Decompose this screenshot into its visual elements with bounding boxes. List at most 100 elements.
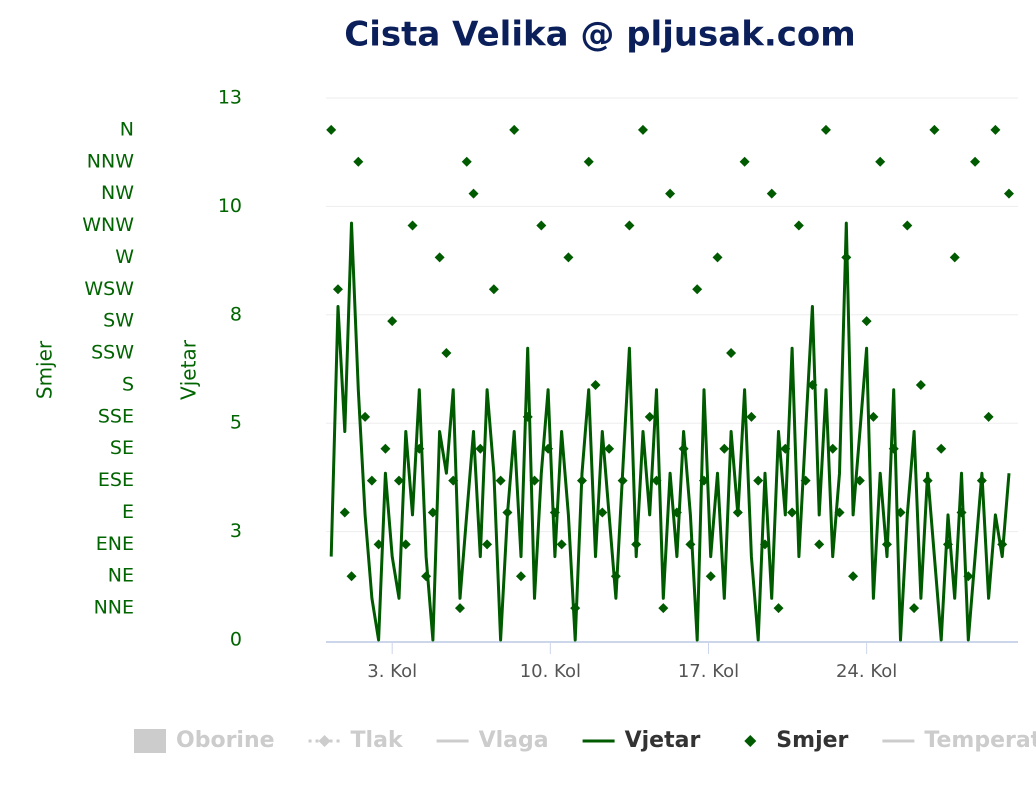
direction-marker xyxy=(454,603,465,614)
direction-marker xyxy=(637,124,648,135)
direction-marker xyxy=(963,571,974,582)
direction-marker xyxy=(509,124,520,135)
direction-marker xyxy=(936,443,947,454)
direction-marker xyxy=(570,603,581,614)
direction-marker xyxy=(461,156,472,167)
direction-marker xyxy=(441,348,452,359)
direction-marker xyxy=(868,411,879,422)
direction-marker xyxy=(590,379,601,390)
direction-marker xyxy=(387,316,398,327)
direction-marker xyxy=(915,379,926,390)
direction-marker xyxy=(685,539,696,550)
direction-marker xyxy=(543,443,554,454)
y2-tick-label: N xyxy=(120,118,134,140)
direction-marker xyxy=(671,507,682,518)
direction-marker xyxy=(678,443,689,454)
direction-marker xyxy=(766,188,777,199)
direction-marker xyxy=(488,284,499,295)
direction-marker xyxy=(780,443,791,454)
legend-item[interactable]: Oborine xyxy=(176,728,275,753)
y-tick-label: 5 xyxy=(230,412,242,434)
direction-marker xyxy=(515,571,526,582)
direction-marker xyxy=(536,220,547,231)
direction-marker xyxy=(549,507,560,518)
direction-marker xyxy=(787,507,798,518)
direction-marker xyxy=(604,443,615,454)
y-axis-title: Vjetar xyxy=(177,339,201,400)
direction-marker xyxy=(475,443,486,454)
direction-marker xyxy=(698,475,709,486)
y2-tick-label: E xyxy=(122,501,134,523)
direction-marker xyxy=(427,507,438,518)
y-tick-label: 0 xyxy=(230,629,242,651)
direction-marker xyxy=(563,252,574,263)
direction-marker xyxy=(597,507,608,518)
direction-marker xyxy=(881,539,892,550)
y2-tick-label: ENE xyxy=(96,533,134,555)
direction-marker xyxy=(332,284,343,295)
legend-item[interactable]: Vjetar xyxy=(625,728,701,753)
direction-marker xyxy=(434,252,445,263)
direction-marker xyxy=(909,603,920,614)
direction-marker xyxy=(705,571,716,582)
y2-tick-label: NNW xyxy=(87,150,134,172)
direction-marker xyxy=(522,411,533,422)
direction-marker xyxy=(339,507,350,518)
direction-marker xyxy=(529,475,540,486)
legend-symbol xyxy=(134,729,166,753)
y2-tick-label: NE xyxy=(108,565,134,587)
legend-symbol xyxy=(318,735,331,747)
direction-marker xyxy=(346,571,357,582)
direction-marker xyxy=(373,539,384,550)
y2-tick-label: S xyxy=(122,373,134,395)
direction-marker xyxy=(712,252,723,263)
legend-item[interactable]: Vlaga xyxy=(479,728,549,753)
direction-marker xyxy=(793,220,804,231)
direction-marker xyxy=(800,475,811,486)
direction-marker xyxy=(942,539,953,550)
direction-marker xyxy=(448,475,459,486)
legend-item[interactable]: Tlak xyxy=(351,728,404,753)
y2-tick-label: WSW xyxy=(84,278,134,300)
direction-marker xyxy=(834,507,845,518)
direction-marker xyxy=(773,603,784,614)
direction-marker xyxy=(814,539,825,550)
direction-marker xyxy=(875,156,886,167)
direction-marker xyxy=(888,443,899,454)
legend-item[interactable]: Temperatura xyxy=(924,728,1036,753)
direction-marker xyxy=(895,507,906,518)
direction-marker xyxy=(665,188,676,199)
y2-tick-label: SW xyxy=(103,310,134,332)
y2-tick-label: SSW xyxy=(91,342,134,364)
direction-marker xyxy=(827,443,838,454)
y-tick-label: 10 xyxy=(218,195,242,217)
direction-marker xyxy=(807,379,818,390)
x-tick-label: 24. Kol xyxy=(836,661,897,682)
direction-marker xyxy=(366,475,377,486)
direction-marker xyxy=(421,571,432,582)
x-tick-label: 3. Kol xyxy=(367,661,417,682)
direction-marker xyxy=(929,124,940,135)
direction-marker xyxy=(624,220,635,231)
y2-axis-title: Smjer xyxy=(33,340,57,399)
direction-marker xyxy=(841,252,852,263)
direction-marker xyxy=(753,475,764,486)
y2-tick-label: NNE xyxy=(94,597,134,619)
y2-tick-label: W xyxy=(115,246,134,268)
direction-marker xyxy=(759,539,770,550)
direction-marker xyxy=(414,443,425,454)
direction-marker xyxy=(861,316,872,327)
direction-marker xyxy=(854,475,865,486)
direction-marker xyxy=(651,475,662,486)
direction-marker xyxy=(407,220,418,231)
y-tick-label: 8 xyxy=(230,303,242,325)
direction-marker xyxy=(976,475,987,486)
direction-marker xyxy=(468,188,479,199)
direction-marker xyxy=(922,475,933,486)
direction-marker xyxy=(997,539,1008,550)
direction-marker xyxy=(990,124,1001,135)
legend-item[interactable]: Smjer xyxy=(776,728,848,753)
direction-marker xyxy=(576,475,587,486)
